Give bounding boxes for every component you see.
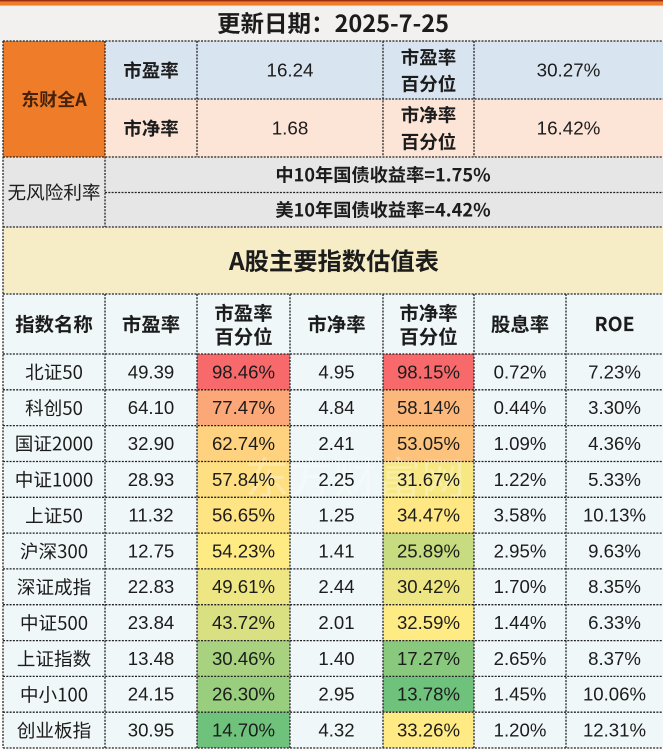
svg-text:1.25: 1.25	[318, 505, 354, 526]
svg-text:3.30%: 3.30%	[588, 397, 641, 418]
svg-text:1.09%: 1.09%	[494, 433, 547, 454]
svg-text:12.75: 12.75	[128, 540, 175, 561]
svg-text:1.20%: 1.20%	[494, 720, 547, 741]
svg-text:57.84%: 57.84%	[212, 469, 275, 490]
svg-text:1.45%: 1.45%	[494, 684, 547, 705]
svg-text:11.32: 11.32	[128, 505, 173, 526]
svg-text:2.65%: 2.65%	[494, 648, 547, 669]
svg-text:8.37%: 8.37%	[588, 648, 641, 669]
svg-text:12.31%: 12.31%	[583, 720, 646, 741]
svg-text:6.33%: 6.33%	[588, 612, 641, 633]
svg-text:1.68: 1.68	[272, 117, 309, 138]
svg-text:26.30%: 26.30%	[212, 684, 275, 705]
svg-text:33.26%: 33.26%	[397, 720, 460, 741]
svg-text:98.46%: 98.46%	[212, 361, 275, 382]
svg-text:32.59%: 32.59%	[397, 612, 460, 633]
svg-text:1.41: 1.41	[318, 540, 354, 561]
svg-text:0.72%: 0.72%	[494, 361, 547, 382]
svg-text:54.23%: 54.23%	[212, 540, 275, 561]
svg-text:0.44%: 0.44%	[494, 397, 547, 418]
svg-text:49.61%: 49.61%	[212, 576, 275, 597]
svg-text:56.65%: 56.65%	[212, 505, 275, 526]
svg-text:53.05%: 53.05%	[397, 433, 460, 454]
svg-text:13.78%: 13.78%	[397, 684, 460, 705]
svg-text:30.95: 30.95	[128, 720, 175, 741]
svg-text:4.36%: 4.36%	[588, 433, 641, 454]
svg-text:2.41: 2.41	[318, 433, 354, 454]
svg-text:98.15%: 98.15%	[397, 361, 460, 382]
svg-text:5.33%: 5.33%	[588, 469, 641, 490]
svg-text:14.70%: 14.70%	[212, 720, 275, 741]
svg-text:13.48: 13.48	[128, 648, 175, 669]
svg-text:25.89%: 25.89%	[397, 540, 460, 561]
svg-text:43.72%: 43.72%	[212, 612, 275, 633]
svg-text:28.93: 28.93	[128, 469, 175, 490]
svg-text:2.95: 2.95	[318, 684, 354, 705]
svg-text:32.90: 32.90	[128, 433, 175, 454]
svg-text:16.24: 16.24	[267, 59, 314, 80]
svg-text:10.13%: 10.13%	[583, 505, 646, 526]
svg-text:1.44%: 1.44%	[494, 612, 547, 633]
svg-text:24.15: 24.15	[128, 684, 175, 705]
svg-text:2.95%: 2.95%	[494, 540, 547, 561]
svg-text:16.42%: 16.42%	[537, 117, 601, 138]
svg-text:17.27%: 17.27%	[397, 648, 460, 669]
svg-text:30.27%: 30.27%	[537, 59, 601, 80]
svg-text:4.84: 4.84	[318, 397, 354, 418]
svg-text:30.42%: 30.42%	[397, 576, 460, 597]
svg-text:31.67%: 31.67%	[397, 469, 460, 490]
svg-text:1.40: 1.40	[318, 648, 354, 669]
svg-text:2.25: 2.25	[318, 469, 354, 490]
svg-text:2.01: 2.01	[318, 612, 354, 633]
svg-text:9.63%: 9.63%	[588, 540, 641, 561]
svg-text:34.47%: 34.47%	[397, 505, 460, 526]
svg-text:62.74%: 62.74%	[212, 433, 275, 454]
svg-text:3.58%: 3.58%	[494, 505, 547, 526]
svg-text:7.23%: 7.23%	[588, 361, 641, 382]
svg-text:30.46%: 30.46%	[212, 648, 275, 669]
svg-text:1.22%: 1.22%	[494, 469, 547, 490]
svg-text:1.70%: 1.70%	[494, 576, 547, 597]
svg-text:2.44: 2.44	[318, 576, 354, 597]
svg-text:22.83: 22.83	[128, 576, 175, 597]
svg-text:58.14%: 58.14%	[397, 397, 460, 418]
svg-text:4.95: 4.95	[318, 361, 354, 382]
svg-text:49.39: 49.39	[128, 361, 175, 382]
svg-text:8.35%: 8.35%	[588, 576, 641, 597]
svg-text:64.10: 64.10	[128, 397, 175, 418]
svg-text:4.32: 4.32	[318, 720, 354, 741]
svg-text:77.47%: 77.47%	[212, 397, 275, 418]
svg-text:23.84: 23.84	[128, 612, 175, 633]
svg-text:10.06%: 10.06%	[583, 684, 646, 705]
